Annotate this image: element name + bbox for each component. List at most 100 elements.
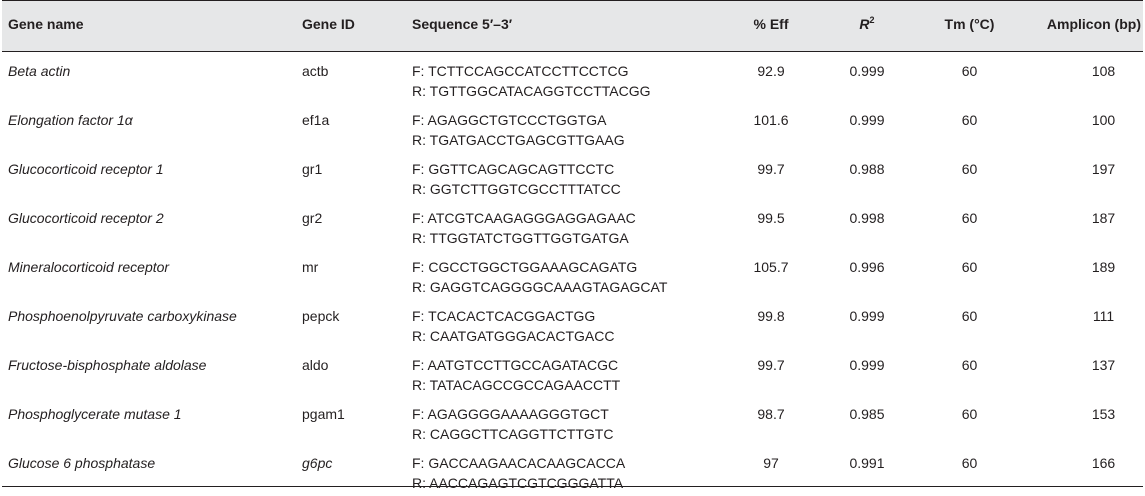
amplicon-cell: 166: [1091, 455, 1116, 471]
forward-primer: F: AGAGGGGAAAAGGGTGCT: [412, 406, 609, 422]
header-r2-sup: 2: [869, 15, 875, 25]
gene-name-cell: Fructose-bisphosphate aldolase: [8, 357, 207, 373]
header-gene-name: Gene name: [2, 0, 300, 52]
forward-primer: F: AGAGGCTGTCCCTGGTGA: [412, 112, 607, 128]
amplicon-cell: 111: [1092, 308, 1115, 324]
eff-cell: 99.8: [757, 308, 785, 324]
eff-cell: 97: [763, 455, 779, 471]
sequence-cell: F: TCACACTCACGGACTGG R: CAATGATGGGACACTGA…: [410, 297, 725, 346]
forward-primer: F: CGCCTGGCTGGAAAGCAGATG: [412, 259, 638, 275]
r2-cell: 0.999: [849, 112, 885, 128]
table-row: Glucose 6 phosphatase g6pc F: GACCAAGAACAC…: [2, 444, 1143, 493]
table-row: Fructose-bisphosphate aldolase aldo F: AAT…: [2, 346, 1143, 395]
forward-primer: F: AATGTCCTTGCCAGATACGC: [412, 357, 619, 373]
tm-cell: 60: [961, 63, 978, 79]
tm-cell: 60: [961, 259, 978, 275]
gene-name-cell: Elongation factor 1α: [8, 112, 133, 128]
eff-cell: 92.9: [757, 63, 785, 79]
table-row: Mineralocorticoid receptor mr F: CGCCTGGCT…: [2, 248, 1143, 297]
gene-name-cell: Beta actin: [8, 63, 71, 79]
reverse-primer: R: TATACAGCCGCCAGAACCTT: [412, 377, 621, 393]
reverse-primer: R: AACCAGAGTCGTCGGGATTA: [412, 475, 624, 491]
header-r2: R2: [817, 0, 917, 52]
forward-primer: F: ATCGTCAAGAGGGAGGAGAAC: [412, 210, 636, 226]
reverse-primer: R: TGTTGGCATACAGGTCCTTACGG: [412, 83, 651, 99]
tm-cell: 60: [961, 455, 978, 471]
eff-cell: 101.6: [753, 112, 789, 128]
amplicon-cell: 197: [1091, 161, 1116, 177]
r2-cell: 0.999: [849, 308, 885, 324]
sequence-cell: F: TCTTCCAGCCATCCTTCCTCG R: TGTTGGCATACAG…: [410, 52, 725, 102]
table-row: Glucocorticoid receptor 1 gr1 F: GGTTCAGCA…: [2, 150, 1143, 199]
forward-primer: F: GACCAAGAACACAAGCACCA: [412, 455, 626, 471]
gene-id-cell: gr1: [302, 161, 323, 177]
reverse-primer: R: CAATGATGGGACACTGACC: [412, 328, 615, 344]
eff-cell: 98.7: [757, 406, 785, 422]
gene-id-cell: ef1a: [302, 112, 330, 128]
header-r2-base: R: [859, 16, 870, 32]
sequence-cell: F: CGCCTGGCTGGAAAGCAGATG R: GAGGTCAGGGGCA…: [410, 248, 725, 297]
amplicon-cell: 153: [1091, 406, 1116, 422]
gene-name-cell: Glucocorticoid receptor 2: [8, 210, 164, 226]
gene-id-cell: pepck: [302, 308, 340, 324]
gene-name-cell: Glucocorticoid receptor 1: [8, 161, 164, 177]
tm-cell: 60: [961, 357, 978, 373]
r2-cell: 0.998: [849, 210, 885, 226]
reverse-primer: R: CAGGCTTCAGGTTCTTGTC: [412, 426, 614, 442]
r2-cell: 0.999: [849, 63, 885, 79]
gene-name-cell: Phosphoenolpyruvate carboxykinase: [8, 308, 237, 324]
amplicon-cell: 189: [1091, 259, 1116, 275]
table-header: Gene name Gene ID Sequence 5′–3′ % Eff R…: [2, 0, 1143, 52]
gene-id-cell: mr: [302, 259, 319, 275]
tm-cell: 60: [961, 112, 978, 128]
forward-primer: F: TCACACTCACGGACTGG: [412, 308, 596, 324]
table-row: Elongation factor 1α ef1a F: AGAGGCTGTCCCT…: [2, 101, 1143, 150]
sequence-cell: F: AGAGGCTGTCCCTGGTGA R: TGATGACCTGAGCGTT…: [410, 101, 725, 150]
gene-id-cell: actb: [302, 63, 329, 79]
amplicon-cell: 137: [1091, 357, 1116, 373]
forward-primer: F: TCTTCCAGCCATCCTTCCTCG: [412, 63, 629, 79]
r2-cell: 0.999: [849, 357, 885, 373]
eff-cell: 99.7: [757, 357, 785, 373]
sequence-cell: F: GACCAAGAACACAAGCACCA R: AACCAGAGTCGTCG…: [410, 444, 725, 493]
header-gene-id: Gene ID: [300, 0, 410, 52]
r2-cell: 0.996: [849, 259, 885, 275]
eff-cell: 99.5: [757, 210, 785, 226]
gene-name-cell: Glucose 6 phosphatase: [8, 455, 156, 471]
amplicon-cell: 187: [1091, 210, 1116, 226]
eff-cell: 105.7: [753, 259, 789, 275]
eff-cell: 99.7: [757, 161, 785, 177]
table-body: Beta actin actb F: TCTTCCAGCCATCCTTCCTCG R:…: [2, 52, 1143, 494]
header-amplicon: Amplicon (bp): [1022, 0, 1143, 52]
tm-cell: 60: [961, 308, 978, 324]
sequence-cell: F: GGTTCAGCAGCAGTTCCTC R: GGTCTTGGTCGCCTT…: [410, 150, 725, 199]
sequence-cell: F: ATCGTCAAGAGGGAGGAGAAC R: TTGGTATCTGGTT…: [410, 199, 725, 248]
amplicon-cell: 108: [1091, 63, 1116, 79]
forward-primer: F: GGTTCAGCAGCAGTTCCTC: [412, 161, 615, 177]
table-row: Phosphoenolpyruvate carboxykinase pepck F:…: [2, 297, 1143, 346]
gene-name-cell: Phosphoglycerate mutase 1: [8, 406, 182, 422]
reverse-primer: R: TGATGACCTGAGCGTTGAAG: [412, 132, 625, 148]
tm-cell: 60: [961, 161, 978, 177]
gene-id-cell: gr2: [302, 210, 323, 226]
sequence-cell: F: AGAGGGGAAAAGGGTGCT R: CAGGCTTCAGGTTCTT…: [410, 395, 725, 444]
table-row: Beta actin actb F: TCTTCCAGCCATCCTTCCTCG R:…: [2, 52, 1143, 102]
header-eff: % Eff: [725, 0, 817, 52]
gene-name-cell: Mineralocorticoid receptor: [8, 259, 170, 275]
bottom-rule: [2, 486, 1143, 487]
header-row: Gene name Gene ID Sequence 5′–3′ % Eff R…: [2, 0, 1143, 52]
header-tm: Tm (°C): [917, 0, 1022, 52]
table-row: Glucocorticoid receptor 2 gr2 F: ATCGTCAAG…: [2, 199, 1143, 248]
tm-cell: 60: [961, 406, 978, 422]
r2-cell: 0.991: [849, 455, 885, 471]
header-sequence: Sequence 5′–3′: [410, 0, 725, 52]
r2-cell: 0.988: [849, 161, 885, 177]
table-row: Phosphoglycerate mutase 1 pgam1 F: AGAGGGG…: [2, 395, 1143, 444]
reverse-primer: R: TTGGTATCTGGTTGGTGATGA: [412, 230, 629, 246]
gene-id-cell: aldo: [302, 357, 329, 373]
r2-cell: 0.985: [849, 406, 885, 422]
gene-id-cell: g6pc: [302, 455, 333, 471]
amplicon-cell: 100: [1091, 112, 1116, 128]
